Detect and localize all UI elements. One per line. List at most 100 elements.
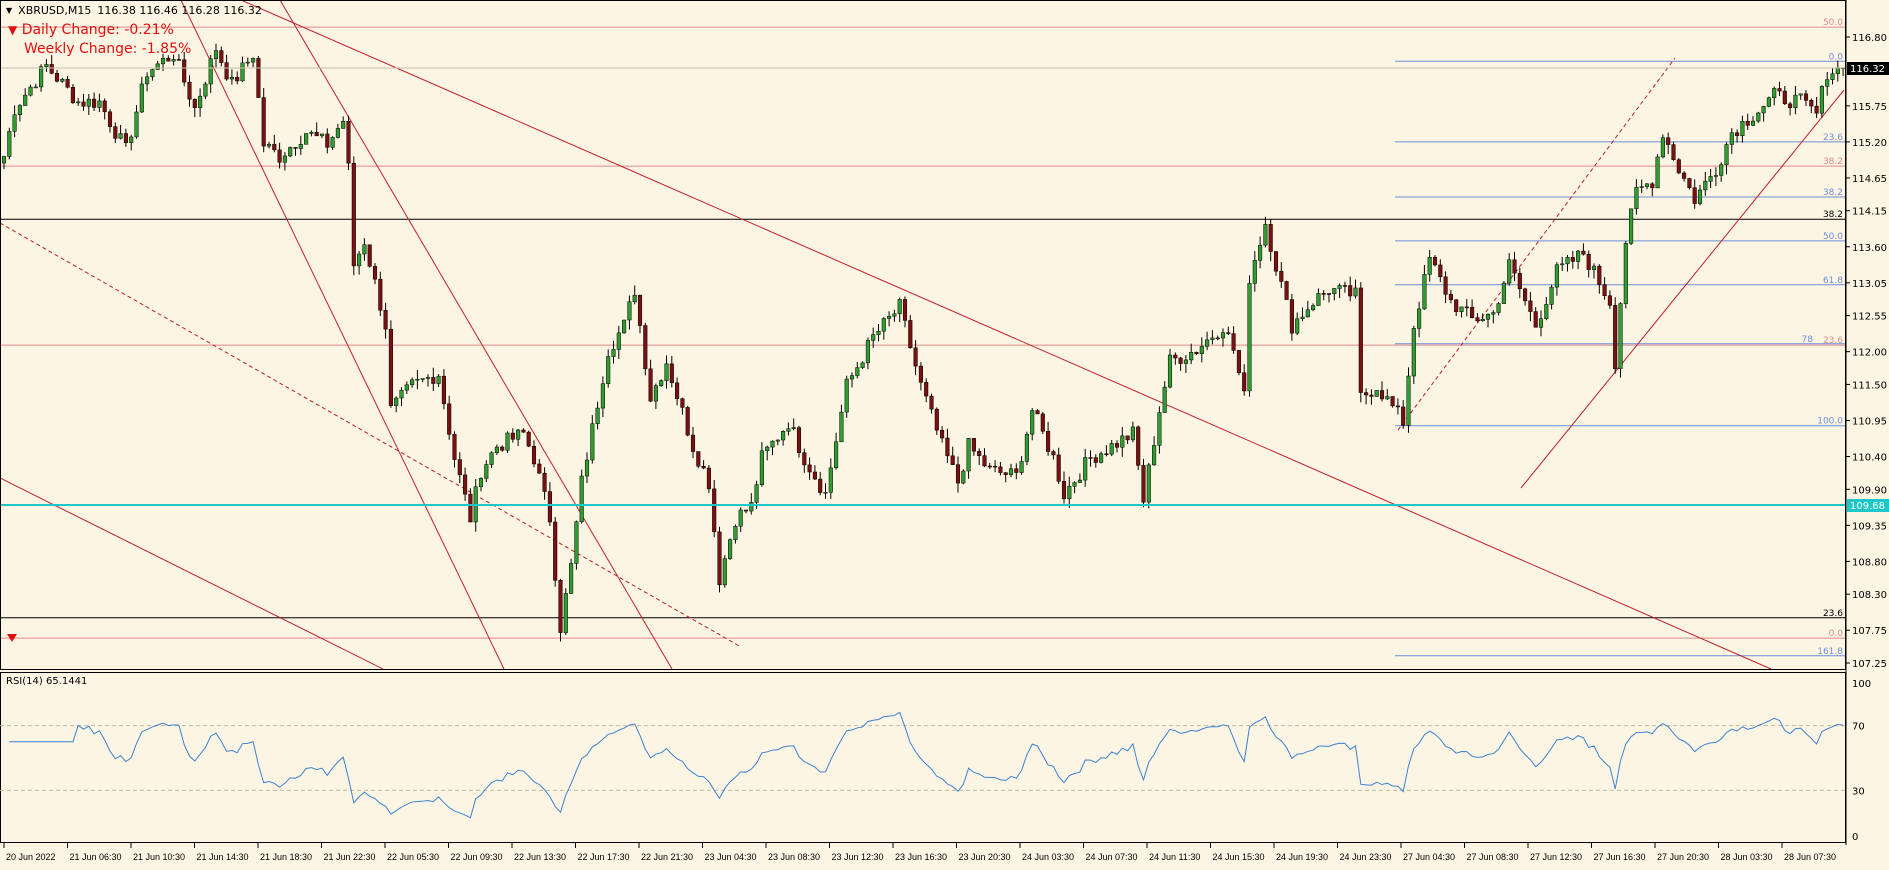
candle-body — [39, 66, 44, 88]
candle-body — [245, 61, 250, 64]
fib-level-label: 23.6 — [1823, 609, 1843, 619]
candle — [1660, 134, 1665, 159]
candle-body — [1417, 308, 1422, 329]
candle-body — [823, 491, 828, 494]
channel-line-upper[interactable] — [180, 0, 505, 670]
candle — [288, 146, 293, 158]
candle — [1772, 86, 1777, 106]
channel-line-lower[interactable] — [279, 0, 673, 670]
candle — [1533, 307, 1538, 328]
candle — [1236, 350, 1241, 376]
candle — [659, 379, 664, 387]
candle-body — [166, 58, 171, 62]
candle — [966, 438, 971, 479]
candle — [7, 127, 12, 160]
fib-level-label: 38.2 — [1823, 188, 1843, 198]
candle-body — [160, 58, 166, 65]
price-tick-label: 109.35 — [1852, 521, 1887, 532]
candle-body — [505, 432, 510, 451]
candle — [1713, 167, 1718, 186]
candle-body — [844, 378, 849, 413]
candle — [219, 46, 224, 67]
candle — [123, 128, 128, 147]
candle — [415, 370, 420, 390]
time-tick-label: 21 Jun 14:30 — [197, 852, 249, 862]
candle — [1565, 255, 1570, 272]
rsi-line — [9, 711, 1844, 819]
candle-body — [547, 491, 552, 523]
candle-body — [558, 580, 563, 633]
candle-body — [102, 100, 107, 113]
candle-body — [107, 111, 113, 127]
long-downtrend-line[interactable] — [240, 0, 1772, 670]
candle-body — [1035, 410, 1040, 415]
candle-body — [1099, 453, 1104, 463]
candle — [855, 362, 860, 379]
candle-body — [192, 98, 197, 108]
candle-body — [457, 459, 462, 476]
candle — [304, 133, 309, 145]
candle — [325, 128, 330, 154]
candle — [1480, 313, 1485, 322]
candle — [929, 393, 934, 414]
candle — [1114, 440, 1120, 453]
candle — [277, 142, 282, 169]
candle-body — [1560, 263, 1565, 266]
candle-body — [1067, 485, 1072, 500]
candle-body — [791, 427, 796, 429]
candle — [828, 458, 833, 499]
fib-anchor-line[interactable] — [1397, 57, 1676, 431]
rsi-tick-label: 0 — [1852, 832, 1858, 843]
candle — [1581, 243, 1586, 256]
candle-body — [1395, 405, 1400, 408]
price-tick-label: 108.80 — [1852, 557, 1887, 568]
candle-body — [187, 81, 192, 100]
dashed-trend-line[interactable] — [0, 222, 742, 648]
down-triangle-icon: ▼ — [8, 23, 18, 37]
candle — [759, 442, 764, 487]
fib-level-label: 0.0 — [1829, 52, 1844, 62]
candle-body — [632, 294, 637, 303]
candle-body — [425, 377, 431, 379]
candle-body — [1629, 208, 1634, 244]
candle — [1676, 158, 1681, 175]
candle — [1623, 241, 1628, 309]
candle — [632, 285, 637, 305]
candle-body — [1798, 93, 1803, 96]
candle — [441, 369, 446, 410]
candle-body — [1650, 183, 1655, 189]
candle-body — [1576, 250, 1581, 262]
candle-body — [542, 472, 547, 492]
candle — [1629, 208, 1634, 246]
candle-body — [1618, 303, 1623, 370]
lower-trend-line[interactable] — [0, 477, 384, 670]
candle-body — [1152, 445, 1157, 466]
candle-body — [441, 375, 446, 405]
dropdown-triangle-icon[interactable]: ▼ — [6, 6, 13, 15]
time-tick-label: 23 Jun 16:30 — [895, 852, 947, 862]
candle — [86, 93, 91, 115]
candle-body — [616, 332, 621, 350]
candle — [139, 76, 144, 114]
candle — [1210, 330, 1215, 345]
candle-body — [362, 244, 367, 255]
candle-body — [1671, 144, 1676, 160]
ohlc-values: 116.38 116.46 116.28 116.32 — [97, 4, 262, 17]
candle-body — [871, 334, 876, 341]
candle — [770, 440, 775, 456]
candle-body — [993, 465, 998, 468]
candle — [1602, 277, 1607, 300]
uptrend-line[interactable] — [1520, 89, 1845, 489]
price-tick-label: 115.20 — [1852, 138, 1887, 149]
candle — [431, 367, 436, 392]
candle — [1459, 306, 1464, 318]
candle — [1549, 284, 1554, 310]
candle-body — [1332, 288, 1337, 295]
candle — [1703, 171, 1708, 196]
candle-body — [1146, 464, 1151, 503]
candle-body — [1194, 352, 1199, 355]
candle — [1077, 473, 1082, 484]
candle-body — [7, 131, 12, 157]
daily-change-text: Daily Change: -0.21% — [21, 22, 174, 38]
